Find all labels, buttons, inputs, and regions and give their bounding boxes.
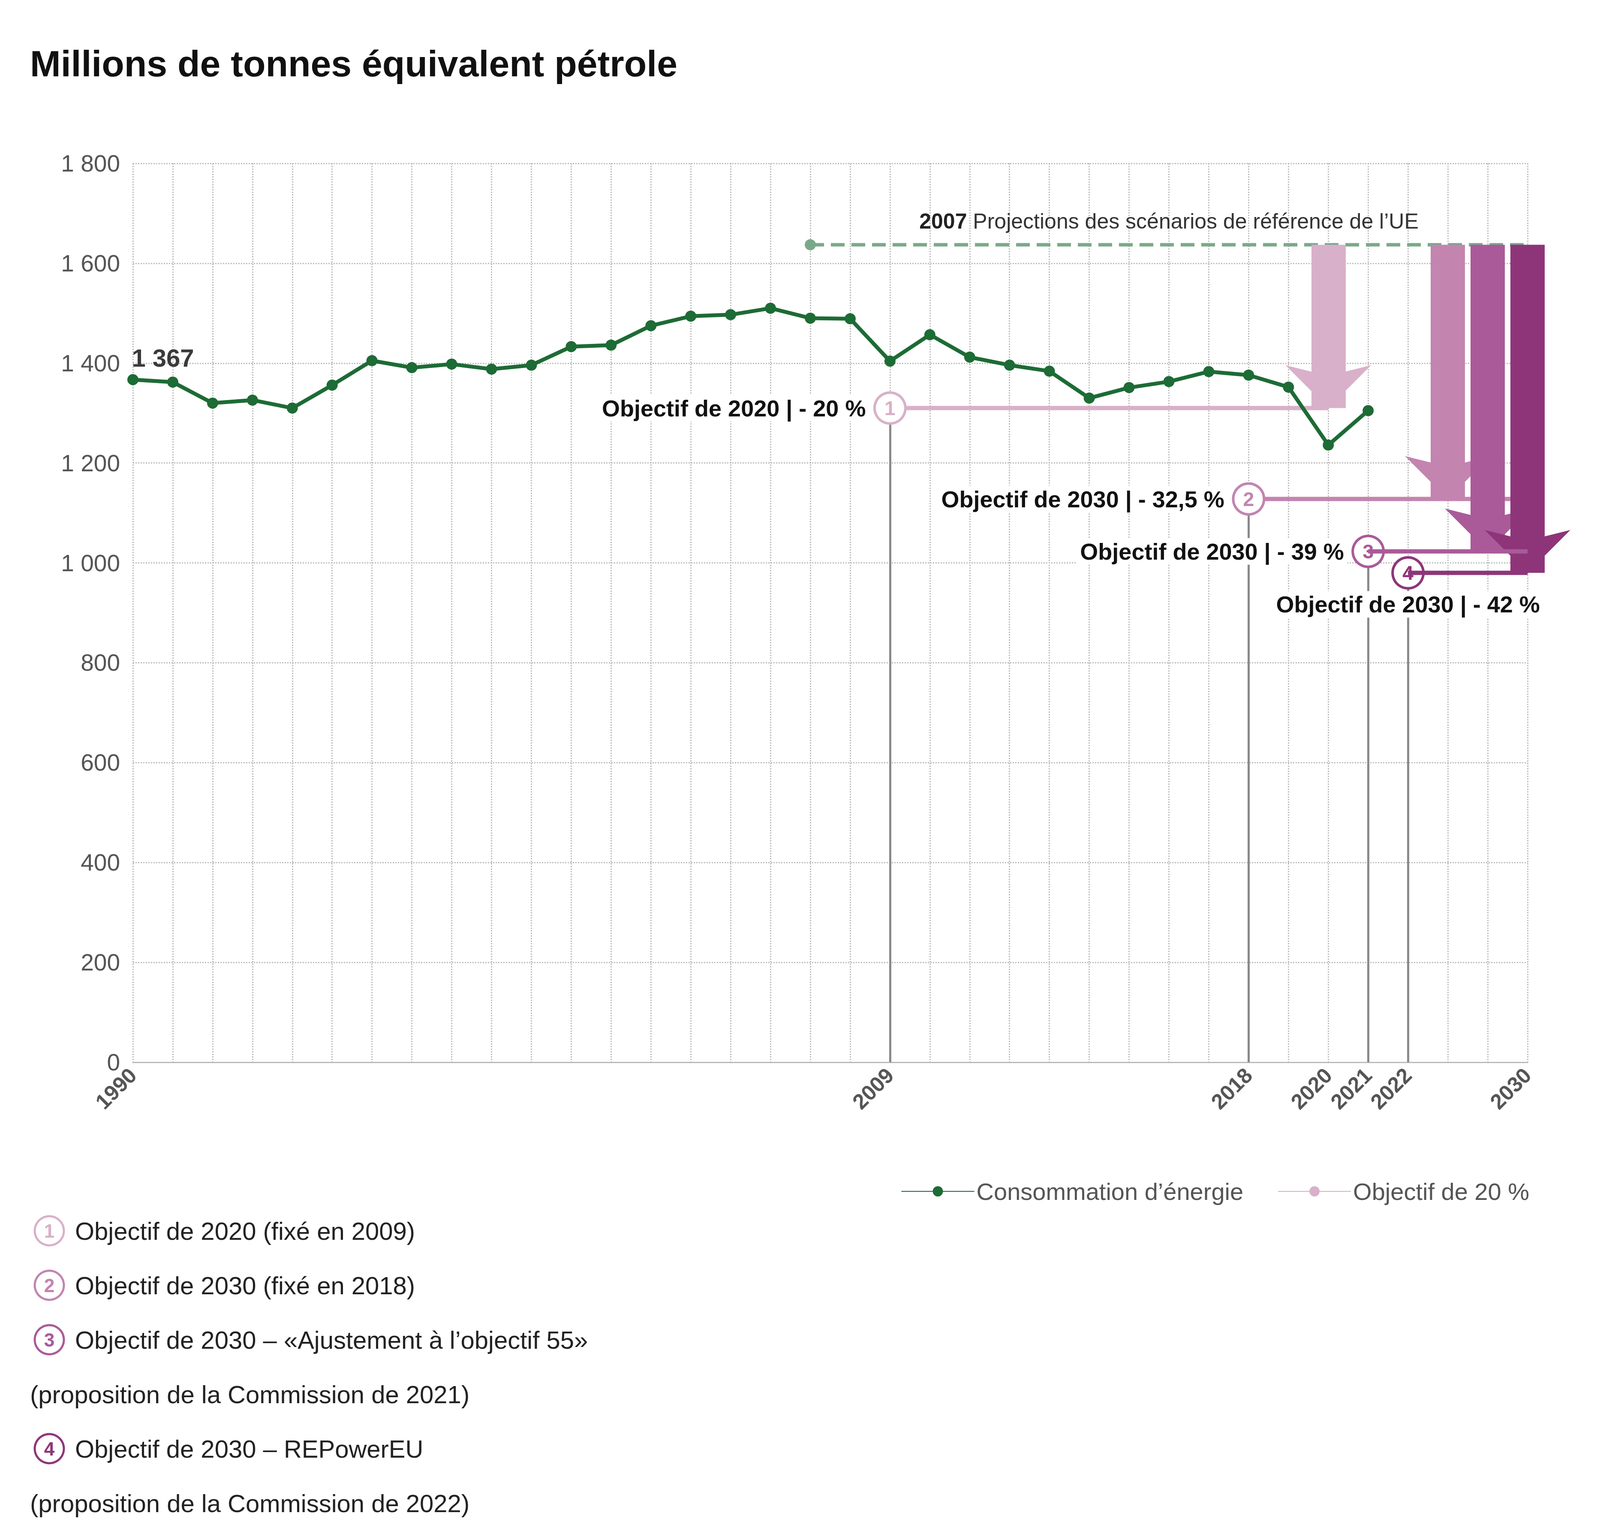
svg-text:1: 1 [44,1220,55,1242]
svg-text:2: 2 [1243,487,1255,511]
svg-text:Objectif de 2030 | - 42 %: Objectif de 2030 | - 42 % [1275,591,1540,618]
svg-text:Objectif de 2030 | - 39 %: Objectif de 2030 | - 39 % [1079,538,1344,566]
svg-text:4: 4 [44,1437,55,1459]
svg-text:Projections des scénarios de r: Projections des scénarios de référence d… [966,209,1419,234]
svg-text:3: 3 [1362,540,1374,563]
svg-text:Objectif de 2020 (fixé en 2009: Objectif de 2020 (fixé en 2009) [75,1216,416,1245]
svg-text:2007: 2007 [919,209,967,234]
svg-text:200: 200 [80,948,121,976]
svg-text:600: 600 [80,748,121,776]
svg-text:1 200: 1 200 [60,449,121,477]
svg-text:4: 4 [1402,561,1414,584]
svg-text:2030: 2030 [1485,1062,1537,1114]
svg-text:(proposition de la Commission: (proposition de la Commission de 2021) [30,1380,470,1408]
svg-text:2020: 2020 [1286,1062,1337,1114]
svg-text:1 600: 1 600 [60,249,121,277]
svg-text:Objectif de 2030 – «Ajustement: Objectif de 2030 – «Ajustement à l’objec… [75,1325,588,1354]
svg-text:Objectif de 2030 (fixé en 2018: Objectif de 2030 (fixé en 2018) [75,1271,416,1300]
svg-text:1 800: 1 800 [60,150,121,177]
svg-text:Objectif de 2030 | - 32,5 %: Objectif de 2030 | - 32,5 % [941,486,1225,513]
svg-text:2021: 2021 [1326,1062,1377,1114]
svg-text:1 367: 1 367 [131,343,194,372]
svg-text:Millions de tonnes équivalent: Millions de tonnes équivalent pétrole [30,42,678,85]
svg-text:1: 1 [884,396,896,420]
svg-text:(proposition de la Commission: (proposition de la Commission de 2022) [30,1488,470,1517]
svg-text:800: 800 [80,649,121,676]
svg-text:3: 3 [44,1329,55,1351]
svg-text:1 400: 1 400 [60,349,121,377]
svg-text:2009: 2009 [847,1062,899,1114]
svg-text:1 000: 1 000 [60,549,121,577]
svg-text:400: 400 [80,848,121,876]
svg-text:Objectif de 2020 | - 20 %: Objectif de 2020 | - 20 % [601,395,866,422]
svg-text:Consommation d’énergie: Consommation d’énergie [976,1177,1244,1205]
svg-text:2: 2 [44,1274,55,1296]
svg-text:1990: 1990 [90,1062,142,1114]
svg-text:2018: 2018 [1206,1062,1258,1114]
svg-text:Objectif de 2030 – REPowerEU: Objectif de 2030 – REPowerEU [75,1434,424,1463]
svg-text:Objectif de 20 %: Objectif de 20 % [1353,1177,1530,1205]
svg-text:2022: 2022 [1365,1062,1417,1114]
